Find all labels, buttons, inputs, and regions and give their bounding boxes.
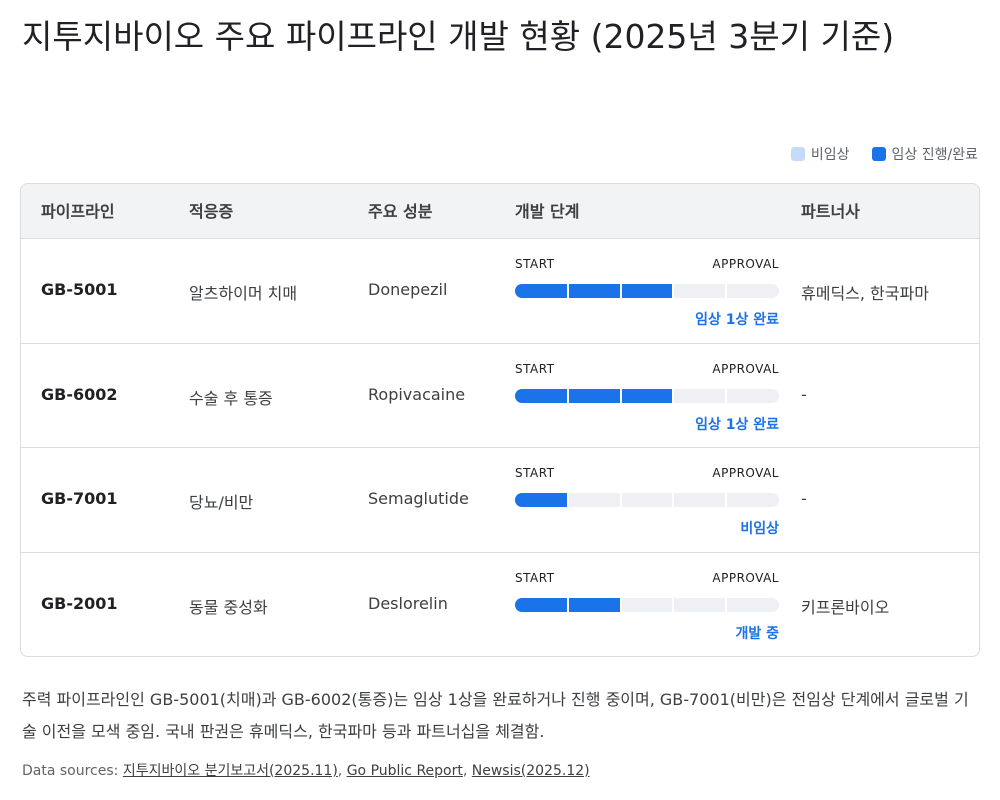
indication: 수술 후 통증 [189,388,273,408]
partner: 키프론바이오 [801,597,890,617]
stage-label: 개발 중 [735,625,779,642]
source-link[interactable]: Go Public Report [346,763,463,779]
table-header: 파이프라인 적응증 주요 성분 개발 단계 파트너사 [21,184,979,239]
legend-label: 비임상 [810,147,850,163]
legend-item: 임상 진행/완료 [871,144,978,164]
table-row: GB-6002 수술 후 통증 Ropivacaine - START APPROVAL 임… [21,344,979,448]
ingredient: Donepezil [368,280,448,299]
step-divider [619,493,622,507]
partner: - [801,384,807,404]
summary: 주력 파이프라인인 GB-5001(치매)과 GB-6002(통증)는 임상 1… [22,690,969,741]
separator: , [462,763,472,779]
pipeline-id: GB-5001 [41,280,118,299]
ingredient: Ropivacaine [368,384,466,404]
source-link[interactable]: Newsis(2025.12) [471,763,590,779]
column-header: 파트너사 [801,202,860,221]
progress-track [515,284,779,298]
step-divider [672,597,675,612]
table-row: GB-5001 알츠하이머 치매 Donepezil 휴메딕스, 한국파마 START A… [21,239,979,344]
step-divider [725,388,728,403]
bar-start-label: START [515,361,555,376]
indication: 동물 중성화 [189,597,268,617]
bar-start-label: START [515,466,555,480]
legend-item: 비임상 [790,144,850,164]
step-divider [566,493,569,507]
table-row: GB-7001 당뇨/비만 Semaglutide - START APPROVAL 비임상 [21,448,979,553]
bar-end-label: APPROVAL [712,361,779,376]
bar-end-label: APPROVAL [712,570,779,585]
progress-fill [515,284,674,298]
step-divider [725,597,728,612]
pipeline-table: 파이프라인 적응증 주요 성분 개발 단계 파트너사 GB-5001 알츠하이머 치매 Don… [20,183,980,657]
step-divider [566,388,569,403]
step-divider [672,493,675,507]
legend-swatch [871,147,886,161]
bar-end-label: APPROVAL [712,466,779,480]
progress-track [515,388,779,403]
step-divider [672,388,675,403]
step-divider [566,597,569,612]
pipeline-id: GB-2001 [41,593,118,613]
column-header: 파이프라인 [41,202,115,221]
pipeline-id: GB-7001 [41,489,118,508]
title: 지투지바이오 주요 파이프라인 개발 현황 (2025년 3분기 기준) [22,17,895,56]
ingredient: Semaglutide [368,489,469,508]
stage-label: 임상 1상 완료 [695,312,779,328]
step-divider [619,284,622,298]
step-divider [725,284,728,298]
sources: Data sources: 지투지바이오 분기보고서(2025.11), Go … [22,760,590,780]
step-divider [566,284,569,298]
column-header: 적응증 [189,202,234,221]
step-divider [619,388,622,403]
legend: 비임상 임상 진행/완료 [790,144,978,164]
step-divider [725,493,728,507]
legend-swatch [790,147,805,161]
bar-start-label: START [515,570,555,585]
progress-fill [515,493,568,507]
pipeline-id: GB-6002 [41,384,118,404]
progress-track [515,597,779,612]
step-divider [619,597,622,612]
partner: 휴메딕스, 한국파마 [801,284,929,303]
bar-end-label: APPROVAL [712,257,779,271]
indication: 알츠하이머 치매 [189,284,298,303]
stage-label: 비임상 [740,521,779,537]
progress-fill [515,388,674,403]
ingredient: Deslorelin [368,593,448,613]
separator: , [337,763,347,779]
indication: 당뇨/비만 [189,493,254,512]
bar-start-label: START [515,257,555,271]
source-link[interactable]: 지투지바이오 분기보고서(2025.11) [122,763,338,779]
sources-label: Data sources: [22,763,119,779]
column-header: 개발 단계 [515,202,580,221]
table-row: GB-2001 동물 중성화 Deslorelin 키프론바이오 START APPROV… [21,553,979,657]
partner: - [801,489,807,508]
column-header: 주요 성분 [368,202,433,221]
progress-track [515,493,779,507]
step-divider [672,284,675,298]
legend-label: 임상 진행/완료 [891,147,978,163]
stage-label: 임상 1상 완료 [695,416,779,433]
